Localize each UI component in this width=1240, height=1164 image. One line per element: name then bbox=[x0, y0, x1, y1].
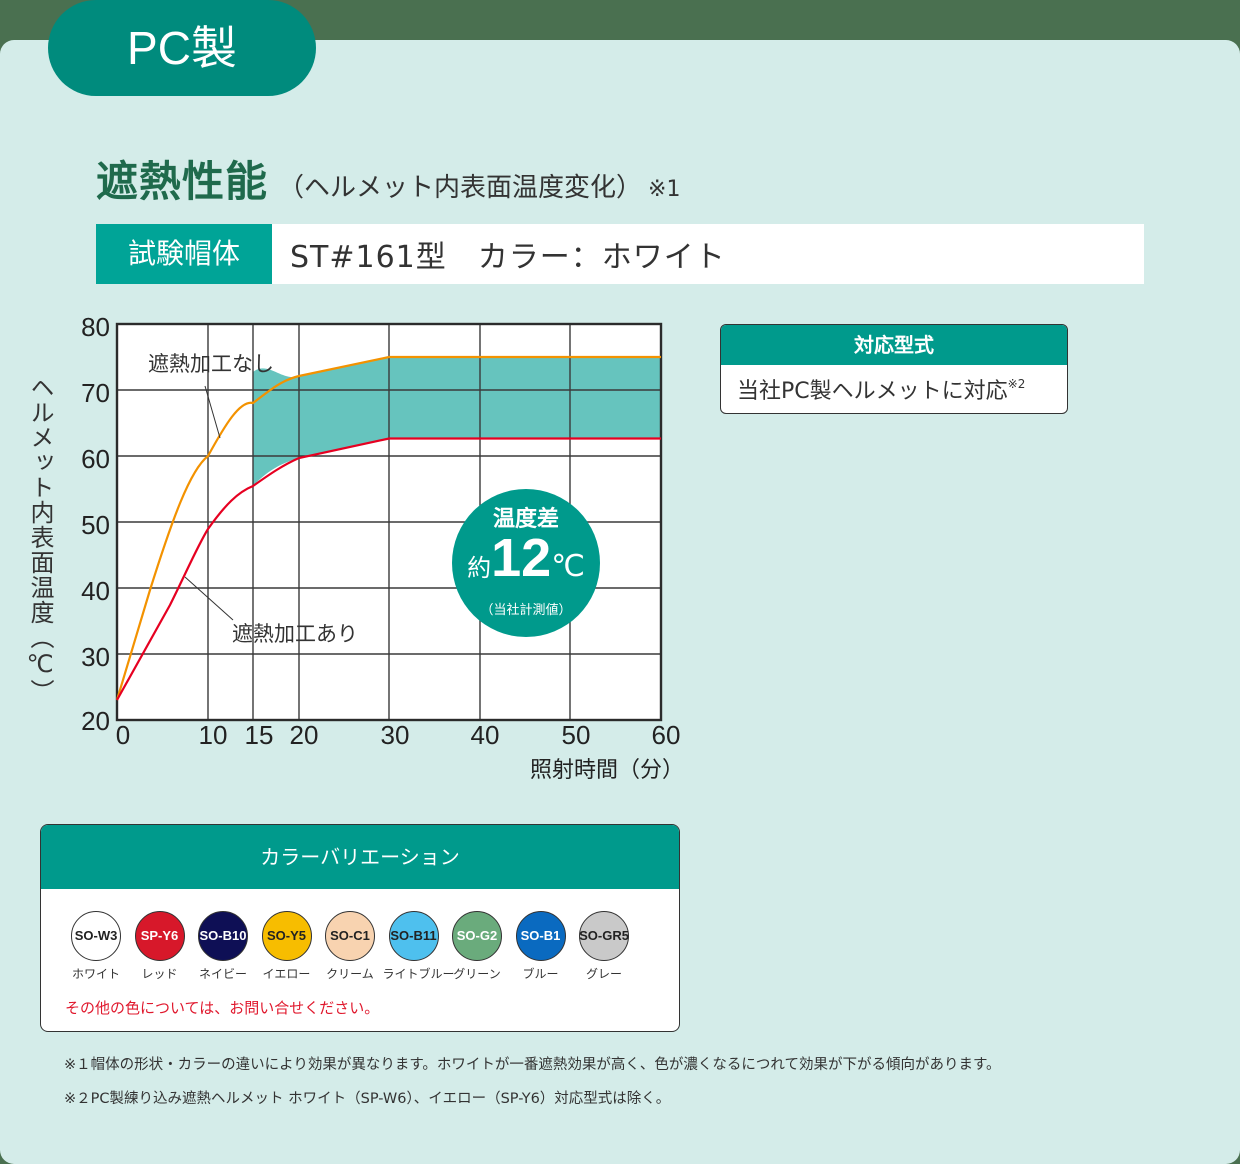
series-line-no-treatment bbox=[115, 355, 661, 701]
contact-note: その他の色については、お問い合せください。 bbox=[65, 999, 380, 1017]
leader-line-with-treatment bbox=[184, 576, 234, 621]
color-dot: SO- W3 bbox=[71, 911, 121, 961]
color-swatch-navy: SO- B10 ネイビー bbox=[192, 911, 254, 982]
footnote-1: ※１帽体の形状・カラーの違いにより効果が異なります。ホワイトが一番遮熱効果が高く… bbox=[64, 1057, 1001, 1073]
color-swatch-light-blue: SO- B11 ライトブルー bbox=[382, 911, 455, 982]
y-tick: 20 bbox=[81, 706, 110, 736]
color-dot: SO- B1 bbox=[515, 911, 566, 961]
x-tick: 50 bbox=[561, 720, 591, 750]
series-label-no-treatment: 遮熱加工なし bbox=[148, 352, 274, 376]
color-dot: SO- Y5 bbox=[261, 911, 312, 961]
compatible-models-box: 対応型式 当社PC製ヘルメットに対応※2 bbox=[720, 324, 1068, 414]
color-name: レッド bbox=[141, 967, 178, 981]
leader-line-no-treatment bbox=[204, 385, 221, 439]
badge-value: 約12℃ bbox=[452, 527, 600, 589]
x-tick: 40 bbox=[470, 720, 500, 750]
color-name: グレー bbox=[585, 967, 622, 981]
color-variations-header: カラーバリエーション bbox=[41, 825, 679, 889]
badge-title: 温度差 bbox=[492, 507, 559, 532]
color-name: イエロー bbox=[262, 967, 311, 981]
material-tag: PC製 bbox=[48, 0, 316, 96]
footnotes: ※１帽体の形状・カラーの違いにより効果が異なります。ホワイトが一番遮熱効果が高く… bbox=[64, 1048, 1001, 1116]
y-tick: 50 bbox=[81, 510, 110, 540]
series-label-with-treatment: 遮熱加工あり bbox=[232, 622, 358, 646]
x-tick: 15 bbox=[244, 720, 274, 750]
color-name: クリーム bbox=[326, 967, 374, 981]
x-tick: 60 bbox=[651, 720, 681, 750]
compatible-models-header: 対応型式 bbox=[721, 325, 1067, 365]
footnote-2: ※２PC製練り込み遮熱ヘルメット ホワイト（SP-W6）、イエロー（SP-Y6）… bbox=[64, 1091, 671, 1107]
color-dot: SO- G2 bbox=[452, 911, 502, 961]
color-name: ブルー bbox=[522, 967, 559, 981]
color-swatch-list: SO- W3 ホワイト SP- Y6 レッド SO- B10 ネイビー SO- Y5 イエロー … bbox=[65, 911, 637, 982]
y-tick: 80 bbox=[81, 312, 110, 342]
x-tick: 30 bbox=[380, 720, 410, 750]
color-dot: SO- B10 bbox=[198, 911, 248, 961]
badge-unit: ℃ bbox=[551, 549, 585, 584]
compatible-models-body: 当社PC製ヘルメットに対応※2 bbox=[721, 365, 1067, 405]
color-swatch-gray: SO- GR5 グレー bbox=[573, 911, 635, 982]
color-dot: SP- Y6 bbox=[134, 911, 185, 961]
color-swatch-white: SO- W3 ホワイト bbox=[65, 911, 127, 982]
footnote-ref-1: ※1 bbox=[648, 177, 681, 202]
y-axis-label: ヘルメット内表面温度（℃） bbox=[26, 375, 54, 704]
section-title: 遮熱性能 （ヘルメット内表面温度変化） ※1 bbox=[96, 148, 680, 209]
color-swatch-cream: SO- C1 クリーム bbox=[319, 911, 381, 982]
y-tick: 70 bbox=[81, 378, 110, 408]
y-tick: 40 bbox=[81, 576, 110, 606]
color-swatch-red: SP- Y6 レッド bbox=[129, 911, 191, 982]
color-dot: SO- C1 bbox=[325, 911, 375, 961]
x-tick: 20 bbox=[289, 720, 319, 750]
badge-note: （当社計測値） bbox=[480, 603, 572, 618]
compatible-models-text: 当社PC製ヘルメットに対応 bbox=[737, 379, 1008, 404]
test-spec-value: ST#161型 カラー：ホワイト bbox=[290, 240, 726, 275]
color-name: グリーン bbox=[453, 967, 501, 981]
color-swatch-blue: SO- B1 ブルー bbox=[510, 911, 572, 982]
color-dot: SO- GR5 bbox=[579, 911, 629, 961]
badge-prefix: 約 bbox=[467, 554, 492, 582]
color-variations-box: カラーバリエーション SO- W3 ホワイト SP- Y6 レッド SO- B10 ネイビー… bbox=[40, 824, 680, 1032]
color-swatch-yellow: SO- Y5 イエロー bbox=[256, 911, 318, 982]
color-dot: SO- B11 bbox=[388, 911, 439, 961]
page-subtitle: （ヘルメット内表面温度変化） bbox=[278, 173, 643, 203]
y-tick: 60 bbox=[81, 444, 110, 474]
x-axis-label: 照射時間（分） bbox=[530, 758, 685, 783]
color-name: ライトブルー bbox=[382, 967, 455, 981]
test-spec-row: 試験帽体 ST#161型 カラー：ホワイト bbox=[96, 224, 1144, 284]
plot-border bbox=[115, 322, 663, 722]
color-swatch-green: SO- G2 グリーン bbox=[446, 911, 508, 982]
footnote-ref-2: ※2 bbox=[1007, 377, 1026, 391]
x-tick: 10 bbox=[198, 720, 228, 750]
test-spec-label: 試験帽体 bbox=[96, 224, 272, 284]
x-tick: 0 bbox=[115, 720, 131, 750]
color-name: ホワイト bbox=[71, 967, 120, 981]
color-name: ネイビー bbox=[198, 967, 247, 981]
badge-number: 12 bbox=[491, 528, 552, 588]
temperature-difference-badge: 温度差 約12℃ （当社計測値） bbox=[452, 489, 600, 637]
difference-area bbox=[253, 357, 661, 486]
page-title: 遮熱性能 bbox=[96, 157, 269, 206]
series-line-with-treatment bbox=[116, 437, 661, 701]
y-tick: 30 bbox=[81, 642, 110, 672]
